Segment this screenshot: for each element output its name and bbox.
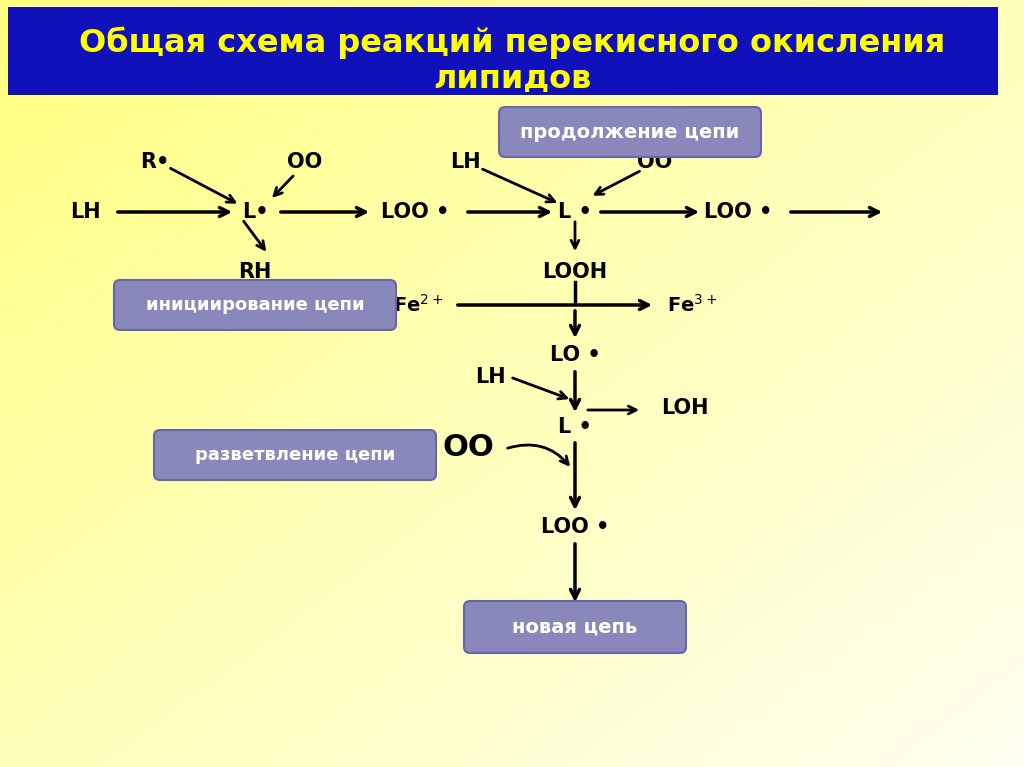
FancyBboxPatch shape <box>464 601 686 653</box>
FancyBboxPatch shape <box>8 7 998 95</box>
Text: LO •: LO • <box>550 345 600 365</box>
FancyBboxPatch shape <box>499 107 761 157</box>
Text: L •: L • <box>558 417 592 437</box>
Text: липидов: липидов <box>433 64 591 94</box>
Text: LOO •: LOO • <box>703 202 772 222</box>
Text: Fe$^{3+}$: Fe$^{3+}$ <box>667 294 717 316</box>
Text: Fe$^{2+}$: Fe$^{2+}$ <box>393 294 443 316</box>
FancyBboxPatch shape <box>114 280 396 330</box>
FancyBboxPatch shape <box>154 430 436 480</box>
Text: LH: LH <box>450 152 480 172</box>
Text: LOO •: LOO • <box>381 202 450 222</box>
Text: разветвление цепи: разветвление цепи <box>195 446 395 464</box>
Text: LH: LH <box>475 367 505 387</box>
Text: RH: RH <box>239 262 271 282</box>
Text: продолжение цепи: продолжение цепи <box>520 123 739 141</box>
Text: R•: R• <box>140 152 170 172</box>
Text: OO: OO <box>442 433 494 462</box>
Text: L •: L • <box>558 202 592 222</box>
Text: Общая схема реакций перекисного окисления: Общая схема реакций перекисного окислени… <box>79 27 945 59</box>
Text: OO: OO <box>637 152 673 172</box>
Text: LH: LH <box>70 202 100 222</box>
Text: LOOH: LOOH <box>543 262 607 282</box>
Text: инициирование цепи: инициирование цепи <box>145 296 365 314</box>
Text: OO: OO <box>288 152 323 172</box>
Text: LOH: LOH <box>662 398 709 418</box>
Text: LOO •: LOO • <box>541 517 609 537</box>
Text: L•: L• <box>242 202 268 222</box>
Text: новая цепь: новая цепь <box>512 617 638 637</box>
